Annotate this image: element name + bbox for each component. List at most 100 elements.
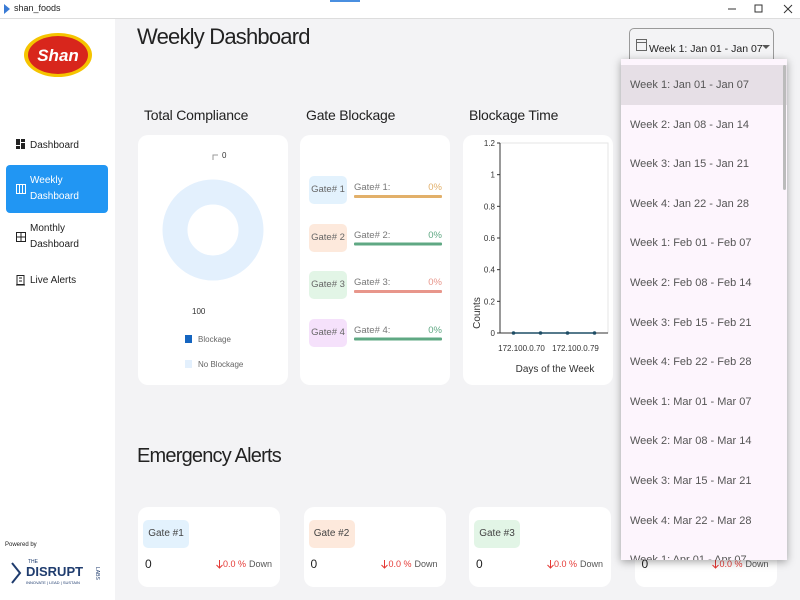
gate-chip: Gate# 3: [309, 271, 347, 299]
y-tick-label: 1: [491, 171, 496, 180]
alert-card: Gate #2 0 0.0 % Down: [303, 507, 446, 587]
app-icon: [4, 4, 10, 14]
legend-swatch: [185, 335, 192, 343]
alert-value: 0: [476, 557, 483, 571]
alert-change: 0.0 % Down: [216, 559, 272, 569]
x-tick-label: 172.100.0.70: [498, 344, 545, 353]
nav-item-active[interactable]: Weekly Dashboard: [6, 165, 108, 213]
menu-item[interactable]: Week 1: Feb 01 - Feb 07: [630, 237, 752, 250]
y-tick-label: 0.4: [484, 266, 496, 275]
gate-label: Gate# 4:: [354, 324, 391, 336]
nav-label: Weekly Dashboard: [30, 175, 79, 202]
logo: Shan: [24, 33, 92, 77]
change-value: 0.0 %: [719, 559, 743, 569]
change-value: 0.0 %: [553, 559, 577, 569]
gate-label: Gate# 1:: [354, 182, 391, 193]
nav-icon: [16, 275, 25, 286]
menu-item[interactable]: Week 1: Jan 01 - Jan 07: [621, 65, 787, 105]
menu-item[interactable]: Week 1: Mar 01 - Mar 07: [630, 395, 752, 408]
menu-item[interactable]: Week 1: Apr 01 - Apr 07: [621, 540, 787, 560]
legend-label: Blockage: [198, 335, 231, 344]
week-menu: Week 1: Jan 01 - Jan 07 Week 2: Jan 08 - …: [621, 59, 787, 560]
powered-by: Powered by: [5, 542, 37, 548]
gate-chip: Gate# 1: [309, 176, 347, 204]
brand-suffix: LABS: [94, 567, 100, 580]
slice-label: 100: [192, 307, 206, 316]
gate-track: [354, 242, 442, 246]
gate-label: Gate# 3:: [354, 277, 391, 288]
nav-item[interactable]: Monthly Dashboard: [30, 223, 79, 250]
brand-logo: THE DISRUPT LABS INNOVATE | LEAD | SUSTA…: [11, 559, 100, 585]
section-title: Emergency Alerts: [137, 445, 282, 467]
menu-item[interactable]: Week 2: Jan 08 - Jan 14: [630, 118, 750, 131]
menu-item[interactable]: Week 3: Jan 15 - Jan 21: [630, 158, 750, 171]
line-point: [565, 331, 570, 335]
alert-chip: Gate #2: [308, 520, 355, 548]
section-title: Total Compliance: [144, 107, 249, 123]
line-point: [511, 331, 516, 335]
gate-percent: 0%: [428, 277, 442, 288]
window-controls[interactable]: [720, 2, 798, 16]
y-tick-label: 1.2: [484, 139, 496, 148]
y-axis-label: Counts: [472, 297, 483, 329]
alert-card: Gate #3 0 0.0 % Down: [469, 507, 611, 587]
nav-icon: [16, 232, 26, 242]
sidebar: Shan Dashboard Weekly Dashboard Monthly …: [0, 19, 115, 600]
gate-track: [354, 290, 442, 293]
brand-tagline: INNOVATE | LEAD | SUSTAIN: [26, 580, 80, 585]
alert-chip: Gate #1: [143, 520, 189, 548]
gate-chip: Gate# 2: [309, 223, 347, 252]
y-tick-label: 0.8: [484, 202, 496, 211]
menu-item[interactable]: Week 3: Feb 15 - Feb 21: [630, 316, 752, 329]
menu-item[interactable]: Week 4: Mar 22 - Mar 28: [630, 514, 752, 527]
gate-chip: Gate# 4: [309, 318, 347, 347]
gate-track: [354, 337, 442, 341]
scrollbar: [783, 65, 786, 190]
time-card: [463, 135, 613, 385]
alert-value: 0: [641, 557, 649, 571]
alert-change: 0.0 % Down: [381, 559, 438, 569]
dropdown-arrow: [762, 45, 770, 49]
down-arrow: [712, 559, 720, 569]
alert-chip: Gate #3: [474, 520, 520, 548]
trend-label: Down: [248, 559, 272, 569]
brand-name: DISRUPT: [26, 564, 83, 579]
alert-change: 0.0 % Down: [547, 559, 603, 569]
down-arrow: [381, 559, 389, 569]
section-title: Blockage Time: [469, 107, 559, 123]
alert-value: 0: [145, 557, 152, 571]
down-arrow: [216, 559, 223, 569]
legend-label: No Blockage: [198, 360, 244, 369]
trend-label: Down: [745, 559, 769, 569]
gate-percent: 0%: [428, 229, 442, 241]
page-title: Weekly Dashboard: [137, 24, 310, 49]
x-axis-label: Days of the Week: [516, 364, 596, 375]
dropdown-value: Week 1: Jan 01 - Jan 07: [649, 43, 763, 55]
label-leader: [212, 154, 218, 160]
brand-prefix: THE: [28, 559, 39, 565]
gate-percent: 0%: [428, 324, 442, 336]
slice-label: 0: [222, 151, 227, 160]
nav-item[interactable]: Dashboard: [30, 140, 79, 151]
week-dropdown[interactable]: Week 1: Jan 01 - Jan 07: [629, 28, 774, 65]
nav-item[interactable]: Live Alerts: [30, 275, 77, 286]
logo-text: Shan: [37, 46, 79, 65]
menu-item[interactable]: Week 4: Feb 22 - Feb 28: [630, 356, 752, 369]
menu-item[interactable]: Week 2: Mar 08 - Mar 14: [630, 435, 752, 448]
title-accent: [330, 0, 360, 2]
line-point: [592, 331, 597, 335]
alert-card: Gate #1 0 0.0 % Down: [138, 507, 280, 587]
legend-swatch: [185, 360, 192, 368]
section-title: Gate Blockage: [306, 107, 396, 123]
menu-item[interactable]: Week 3: Mar 15 - Mar 21: [630, 475, 752, 487]
menu-item[interactable]: Week 4: Jan 22 - Jan 28: [630, 197, 750, 210]
donut-slice: [162, 179, 264, 281]
title-bar: shan_foods: [0, 0, 800, 19]
change-value: 0.0 %: [388, 559, 412, 569]
gate-percent: 0%: [428, 182, 442, 193]
calendar-icon: [636, 39, 647, 51]
menu-item[interactable]: Week 2: Feb 08 - Feb 14: [630, 277, 752, 289]
y-tick-label: 0.2: [484, 297, 496, 306]
